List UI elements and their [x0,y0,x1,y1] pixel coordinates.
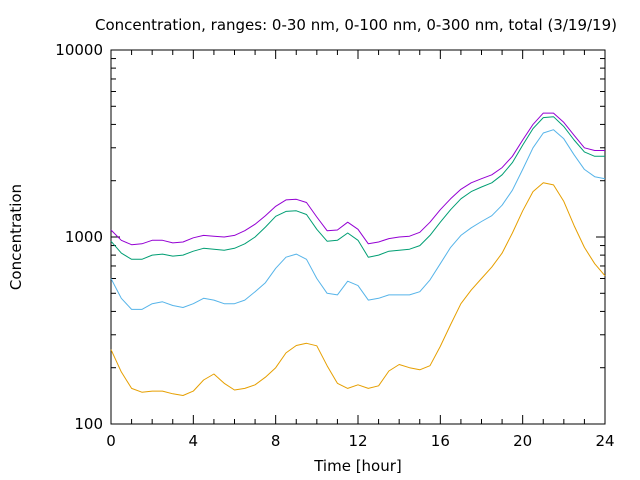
series-line-2 [110,116,605,260]
y-tick-label: 10000 [55,41,103,59]
series-line-3 [110,129,606,310]
y-tick-label: 100 [74,415,103,433]
x-tick-label: 16 [431,432,450,450]
y-tick-label: 1000 [65,228,103,246]
x-axis-label: Time [hour] [313,457,402,475]
x-tick-label: 20 [513,432,532,450]
y-axis-label: Concentration [7,184,25,290]
x-tick-label: 0 [106,432,116,450]
x-tick-label: 4 [189,432,199,450]
plot-area [110,49,606,425]
x-tick-label: 8 [271,432,281,450]
series-line-4 [110,182,606,396]
x-tick-label: 24 [595,432,614,450]
chart-title: Concentration, ranges: 0-30 nm, 0-100 nm… [95,16,617,34]
series-line-1 [110,112,605,246]
x-tick-label: 12 [348,432,367,450]
